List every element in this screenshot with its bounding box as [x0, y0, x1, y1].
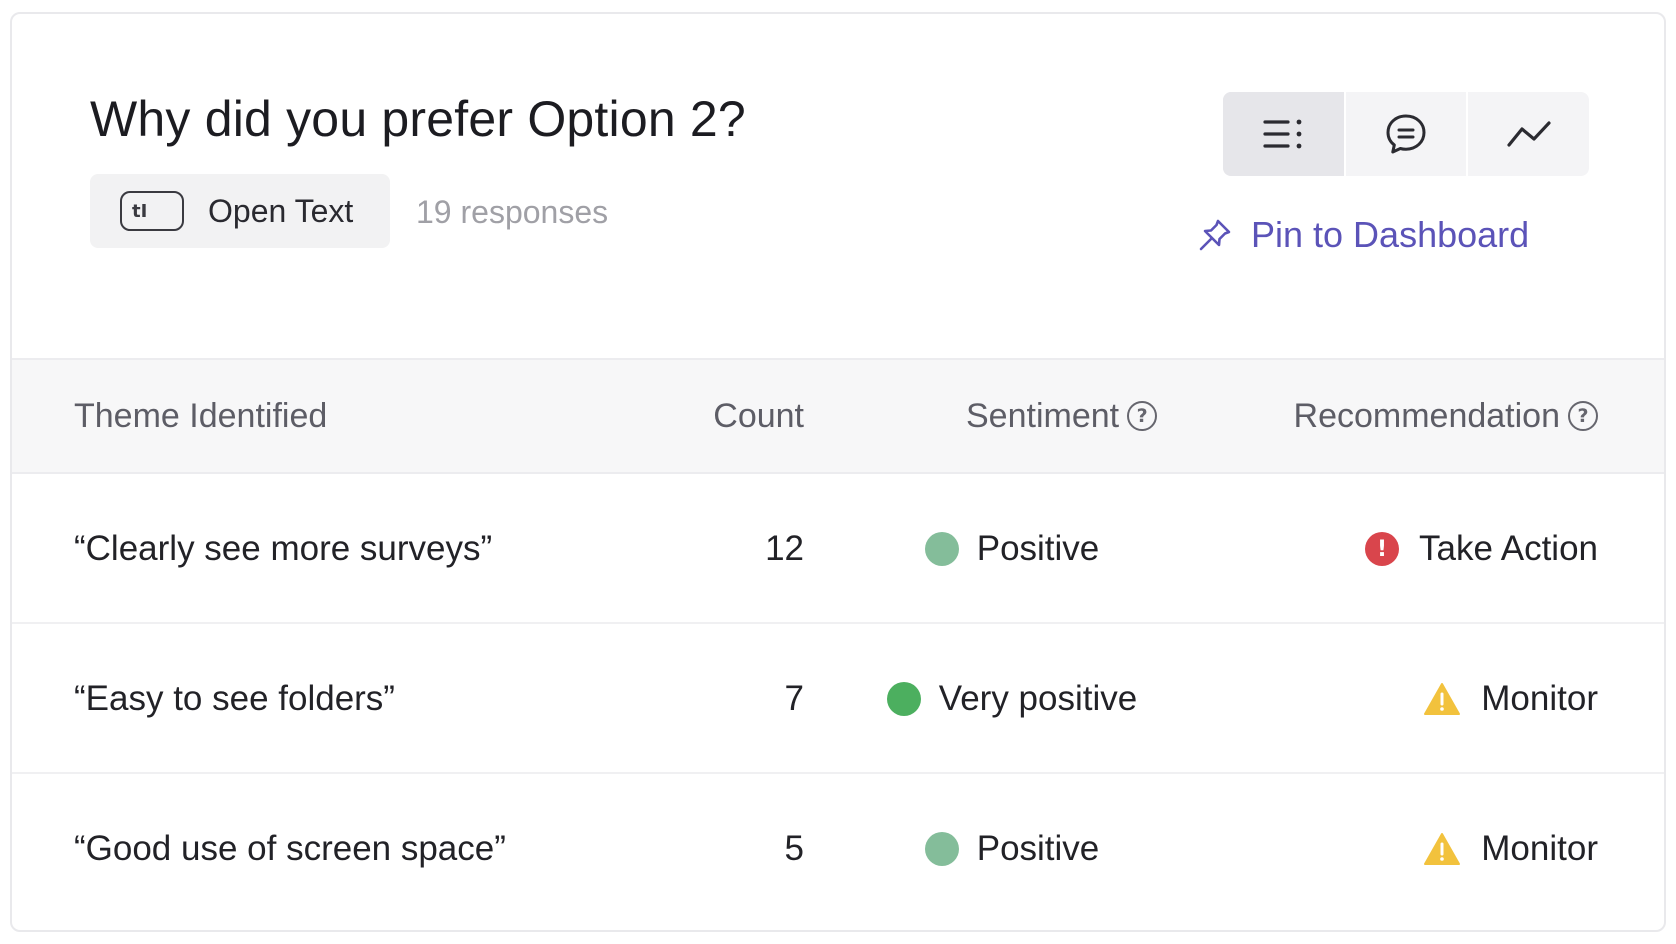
- table-row[interactable]: “Good use of screen space” 5 Positive Mo…: [12, 774, 1664, 924]
- table-row[interactable]: “Clearly see more surveys” 12 Positive !…: [12, 474, 1664, 624]
- view-toggle: [1223, 92, 1589, 176]
- column-header-count[interactable]: Count: [713, 360, 804, 472]
- help-icon[interactable]: ?: [1568, 401, 1598, 431]
- list-icon: [1263, 119, 1302, 149]
- sentiment-cell: Positive: [832, 774, 1192, 924]
- recommendation-cell: Monitor: [1423, 624, 1598, 774]
- sentiment-dot-icon: [924, 832, 959, 866]
- recommendation-cell: Monitor: [1423, 774, 1598, 924]
- theme-cell: “Good use of screen space”: [74, 829, 506, 868]
- question-title: Why did you prefer Option 2?: [90, 91, 746, 147]
- sentiment-label: Positive: [976, 529, 1100, 568]
- list-view-button[interactable]: [1223, 92, 1344, 176]
- response-count: 19 responses: [416, 194, 609, 230]
- theme-cell: “Easy to see folders”: [74, 679, 395, 718]
- trend-line-icon: [1507, 121, 1551, 147]
- sentiment-dot-icon: [886, 682, 921, 716]
- recommendation-label: Monitor: [1481, 679, 1598, 718]
- help-icon[interactable]: ?: [1127, 401, 1158, 431]
- comments-view-button[interactable]: [1343, 92, 1467, 176]
- sentiment-cell: Positive: [832, 474, 1192, 624]
- column-header-theme[interactable]: Theme Identified: [74, 360, 327, 472]
- trend-view-button[interactable]: [1466, 92, 1589, 176]
- column-header-recommendation-label: Recommendation: [1293, 396, 1560, 435]
- column-header-recommendation[interactable]: Recommendation ?: [1294, 360, 1598, 472]
- table-row[interactable]: “Easy to see folders” 7 Very positive Mo…: [12, 624, 1664, 774]
- column-header-sentiment-label: Sentiment: [966, 396, 1120, 435]
- sentiment-dot-icon: [924, 532, 959, 566]
- question-card: Why did you prefer Option 2? tI Open Tex…: [10, 12, 1666, 932]
- text-cursor-icon: tI: [120, 191, 184, 231]
- column-header-count-label: Count: [713, 396, 804, 435]
- theme-cell: “Clearly see more surveys”: [74, 529, 493, 568]
- column-header-theme-label: Theme Identified: [74, 396, 328, 435]
- warning-triangle-icon: [1424, 833, 1461, 865]
- count-cell: 12: [765, 529, 804, 568]
- recommendation-cell: ! Take Action: [1365, 474, 1598, 624]
- table-header: Theme Identified Count Sentiment ? Recom…: [12, 358, 1664, 474]
- recommendation-label: Take Action: [1419, 529, 1598, 568]
- question-type-label: Open Text: [208, 192, 354, 229]
- sentiment-label: Positive: [976, 829, 1100, 868]
- recommendation-label: Monitor: [1481, 829, 1598, 868]
- pin-icon: [1199, 219, 1231, 251]
- warning-triangle-icon: [1424, 683, 1461, 715]
- column-header-sentiment[interactable]: Sentiment ?: [966, 360, 1158, 472]
- pin-to-dashboard-link[interactable]: Pin to Dashboard: [1197, 214, 1529, 256]
- count-cell: 5: [784, 829, 804, 868]
- speech-bubble-icon: [1386, 114, 1426, 154]
- pin-to-dashboard-label: Pin to Dashboard: [1251, 214, 1530, 255]
- sentiment-cell: Very positive: [832, 624, 1192, 774]
- alert-circle-icon: !: [1365, 532, 1399, 566]
- question-type-chip: tI Open Text: [90, 174, 390, 248]
- count-cell: 7: [784, 679, 804, 718]
- sentiment-label: Very positive: [938, 679, 1138, 718]
